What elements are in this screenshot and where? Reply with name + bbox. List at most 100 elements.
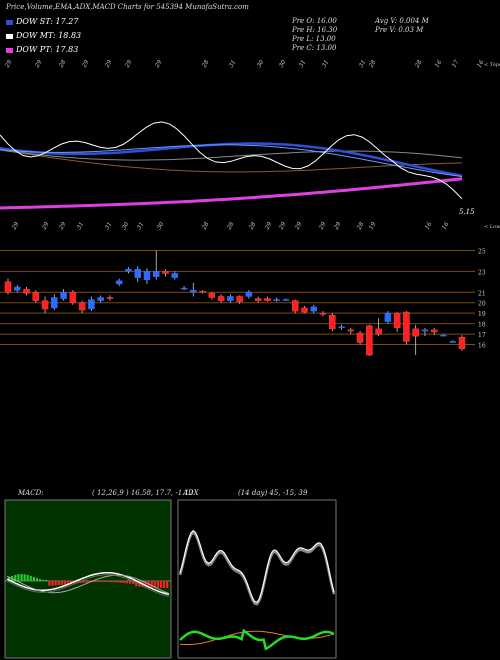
macd-histogram-bar: [144, 581, 147, 588]
price-level-label: 23: [478, 269, 486, 276]
candle-body: [236, 296, 243, 302]
top-date-label: 31: [298, 59, 308, 69]
candle-body: [227, 296, 234, 301]
macd-histogram-bar: [63, 581, 66, 585]
macd-histogram-bar: [159, 581, 163, 588]
macd-histogram-bar: [29, 575, 32, 581]
pt-ema-line: [0, 177, 463, 210]
candle-body: [143, 271, 151, 280]
macd-histogram-bar: [113, 581, 116, 583]
top-date-label: 16: [434, 59, 444, 69]
macd-histogram-bar: [107, 581, 110, 583]
candle-body: [41, 300, 49, 310]
bottom-date-label: 31: [76, 221, 86, 231]
top-date-label: 31: [358, 59, 368, 69]
top-date-label: 28: [413, 59, 423, 70]
price-level-label: 17: [478, 332, 486, 339]
candle-body: [125, 269, 132, 272]
legend-swatch-mt: [6, 33, 13, 39]
macd-params: ( 12,26,9 ) 16.58, 17.7, -1.12: [92, 489, 194, 497]
macd-histogram-bar: [8, 577, 11, 581]
candle-body: [291, 300, 299, 312]
macd-extra-line: [6, 574, 170, 597]
top-date-label: 29: [80, 59, 90, 70]
bottom-date-label: 30: [156, 221, 166, 231]
adx-plus-di-line: [179, 628, 335, 651]
bottom-date-label: 16: [441, 221, 451, 231]
legend-swatch-pt: [6, 47, 13, 53]
macd-histogram-bar: [125, 581, 128, 584]
macd-histogram-bar: [153, 581, 156, 588]
candle-body: [347, 329, 355, 332]
candle-body: [421, 329, 429, 332]
top-date-label: 28: [57, 59, 67, 70]
macd-histogram-bar: [128, 581, 132, 584]
candle-body: [23, 288, 30, 294]
macd-histogram-bar: [23, 574, 26, 581]
candle-body: [375, 328, 382, 335]
candle-body: [412, 328, 419, 337]
macd-histogram-bar: [85, 581, 88, 583]
price-line: [0, 121, 463, 200]
candle-body: [152, 271, 160, 277]
adx-line: [179, 530, 335, 603]
top-date-label: 29: [123, 59, 133, 70]
bottom-date-label: 29: [57, 221, 67, 232]
macd-histogram-bar: [94, 581, 97, 583]
legend-item-mt: DOW MT: 18.83: [6, 31, 81, 40]
candle-body: [273, 299, 280, 301]
candle-body: [106, 297, 114, 299]
candle-body: [208, 293, 216, 298]
adx-title: ADX: [183, 489, 199, 497]
top-date-label: 29: [33, 59, 43, 70]
candle-body: [356, 332, 364, 343]
macd-histogram-bar: [97, 581, 101, 583]
legend-label-pt: DOW PT: 17.83: [16, 45, 79, 54]
candle-body: [403, 311, 410, 342]
bottom-date-label: 29: [332, 221, 342, 232]
macd-histogram-bar: [135, 581, 138, 587]
candle-body: [78, 302, 86, 311]
candle-body: [180, 287, 188, 290]
candle-body: [14, 286, 21, 291]
candle-body: [245, 292, 253, 297]
top-date-label: 29: [3, 59, 13, 70]
candle-body: [319, 312, 327, 315]
macd-histogram-bar: [45, 579, 48, 581]
macd-histogram-bar: [48, 581, 51, 586]
macd-histogram-bar: [163, 581, 166, 588]
candle-body: [254, 298, 262, 301]
macd-histogram-bar: [54, 581, 57, 586]
top-date-label: 31: [321, 59, 331, 69]
candle-body: [162, 271, 169, 274]
macd-histogram-bar: [60, 581, 63, 585]
top-date-label: 31: [228, 59, 238, 69]
macd-title: MACD:: [18, 489, 44, 497]
candle-body: [440, 334, 447, 337]
legend-swatch-st: [6, 19, 13, 25]
macd-histogram-bar: [26, 574, 29, 581]
bottom-date-label: 16: [424, 221, 434, 231]
price-level-label: 25: [478, 248, 486, 255]
candle-body: [449, 341, 456, 343]
top-date-label: 16: [476, 59, 486, 69]
candle-body: [171, 273, 179, 278]
macd-histogram-bar: [91, 581, 94, 583]
macd-histogram-bar: [132, 581, 135, 584]
macd-histogram-bar: [101, 581, 104, 583]
macd-histogram-bar: [39, 579, 42, 581]
candle-body: [69, 292, 77, 303]
candle-body: [115, 280, 123, 285]
bottom-date-label: 31: [136, 221, 146, 231]
macd-histogram-bar: [82, 581, 85, 583]
top-date-label: 28: [367, 59, 377, 70]
macd-histogram-bar: [119, 581, 122, 583]
candle-body: [393, 312, 401, 329]
candle-body: [384, 312, 392, 322]
info-prev-high: Pre H: 16.30: [292, 26, 338, 34]
candle-body: [97, 297, 104, 301]
info-avg-volume: Avg V: 0.004 M: [375, 17, 429, 25]
macd-histogram-bar: [116, 581, 119, 583]
top-date-label: 30: [256, 59, 266, 69]
